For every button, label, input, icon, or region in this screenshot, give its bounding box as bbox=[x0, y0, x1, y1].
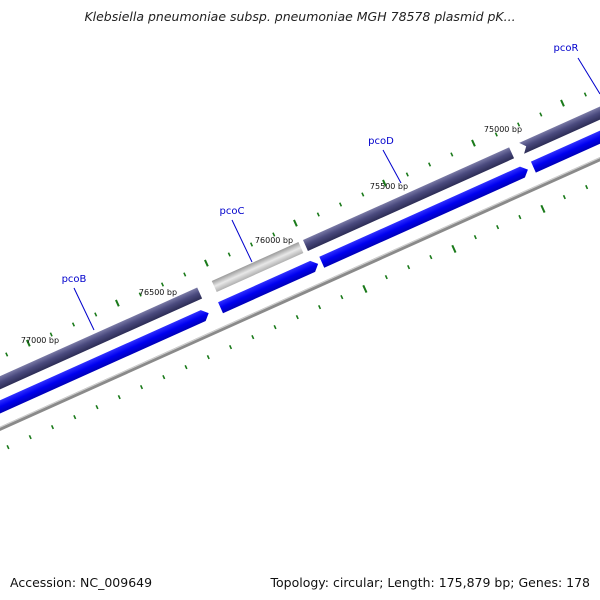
tick-mark bbox=[407, 264, 411, 270]
map-title: Klebsiella pneumoniae subsp. pneumoniae … bbox=[84, 9, 516, 24]
position-label: 75000 bp bbox=[484, 125, 522, 134]
cds-segment[interactable] bbox=[0, 287, 203, 424]
tick-mark bbox=[405, 172, 409, 177]
tick-mark bbox=[26, 339, 31, 347]
position-label: 76000 bp bbox=[255, 236, 293, 245]
cds-segment[interactable] bbox=[303, 147, 515, 251]
cds-segment[interactable] bbox=[519, 43, 600, 154]
tick-mark bbox=[428, 162, 432, 167]
tick-mark bbox=[316, 212, 320, 217]
gene-track bbox=[0, 63, 600, 444]
gene-arrow[interactable] bbox=[319, 164, 530, 268]
tick-mark bbox=[272, 232, 276, 237]
summary-text: Topology: circular; Length: 175,879 bp; … bbox=[270, 575, 591, 590]
gene-arrow[interactable] bbox=[530, 63, 600, 173]
tick-mark bbox=[384, 274, 388, 280]
tick-mark bbox=[273, 324, 277, 330]
tick-mark bbox=[517, 122, 521, 127]
tick-mark bbox=[340, 294, 344, 300]
tick-mark bbox=[361, 192, 365, 197]
tick-mark bbox=[382, 179, 387, 187]
gene-leader-line bbox=[231, 219, 253, 263]
tick-mark bbox=[204, 259, 209, 267]
position-label: 75500 bp bbox=[370, 182, 408, 191]
tick-mark bbox=[450, 152, 454, 157]
tick-mark bbox=[228, 344, 233, 350]
gene-label-pcoR[interactable]: pcoR bbox=[554, 43, 579, 54]
gene-arrow[interactable] bbox=[0, 308, 211, 444]
tick-mark bbox=[117, 394, 121, 400]
tick-mark bbox=[539, 112, 543, 117]
tick-mark bbox=[540, 204, 546, 213]
tick-mark bbox=[560, 99, 565, 107]
cds-track bbox=[0, 43, 600, 424]
tick-marks-outer bbox=[5, 92, 587, 357]
gene-label-pcoB[interactable]: pcoB bbox=[62, 274, 87, 285]
tick-marks-inner bbox=[6, 184, 589, 450]
tick-mark bbox=[471, 139, 476, 147]
gene-label-pcoD[interactable]: pcoD bbox=[368, 136, 394, 147]
tick-mark bbox=[585, 184, 589, 190]
gene-arrow[interactable] bbox=[218, 258, 321, 314]
gene-leader-line bbox=[577, 57, 600, 95]
position-label: 77000 bp bbox=[21, 336, 59, 345]
tick-mark bbox=[362, 284, 368, 293]
tick-mark bbox=[160, 282, 165, 287]
tick-mark bbox=[451, 244, 457, 253]
tick-mark bbox=[162, 374, 166, 380]
tick-mark bbox=[115, 299, 120, 307]
tick-mark bbox=[206, 354, 210, 360]
tick-mark bbox=[494, 132, 498, 137]
tick-mark bbox=[295, 314, 299, 320]
tick-mark bbox=[249, 242, 254, 247]
tick-mark bbox=[227, 252, 231, 257]
tick-mark bbox=[139, 384, 144, 390]
tick-mark bbox=[562, 194, 566, 200]
tick-mark bbox=[94, 312, 98, 317]
tick-mark bbox=[251, 334, 255, 340]
tick-mark bbox=[5, 352, 9, 357]
tick-mark bbox=[338, 202, 343, 207]
gene-label-pcoC[interactable]: pcoC bbox=[220, 206, 245, 217]
tick-mark bbox=[73, 414, 77, 420]
tick-mark bbox=[49, 332, 53, 337]
tick-mark bbox=[429, 254, 433, 260]
tick-mark bbox=[583, 92, 587, 97]
tick-mark bbox=[184, 364, 188, 370]
tick-mark bbox=[28, 434, 32, 440]
accession-text: Accession: NC_009649 bbox=[10, 575, 153, 590]
tick-mark bbox=[518, 214, 522, 220]
tick-mark bbox=[71, 322, 76, 327]
tick-mark bbox=[50, 424, 55, 430]
tick-mark bbox=[496, 224, 500, 230]
labels-layer: 77000 bp 76500 bp 76000 bp 75500 bp 75000 bp… bbox=[21, 43, 600, 345]
backbone-line bbox=[0, 85, 600, 458]
cds-segment-pcoC[interactable] bbox=[211, 242, 304, 292]
tick-mark bbox=[293, 219, 298, 227]
tick-mark bbox=[473, 234, 477, 240]
tick-mark bbox=[318, 304, 322, 310]
gene-leader-line bbox=[73, 287, 95, 331]
tick-mark bbox=[183, 272, 187, 277]
position-label: 76500 bp bbox=[139, 288, 177, 297]
gene-leader-line bbox=[382, 149, 402, 184]
tick-mark bbox=[6, 444, 10, 450]
tick-mark bbox=[138, 292, 142, 297]
tick-mark bbox=[95, 404, 99, 410]
